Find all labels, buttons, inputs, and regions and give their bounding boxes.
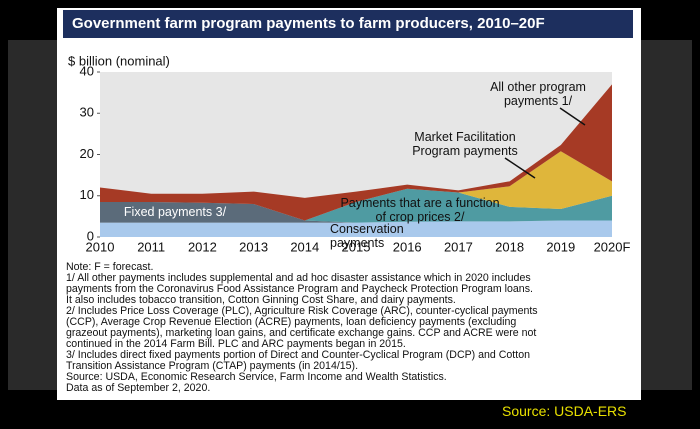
note-line: Transition Assistance Program (CTAP) pay… (66, 360, 359, 372)
x-tick-label: 2012 (188, 239, 217, 254)
x-tick-label: 2019 (546, 239, 575, 254)
source: Source: USDA-ERS (502, 403, 627, 419)
note-line: continued in the 2014 Farm Bill. PLC and… (66, 338, 406, 350)
x-tick-label: 2014 (290, 239, 319, 254)
note-line: Source: USDA, Economic Research Service,… (66, 371, 447, 383)
area (100, 201, 612, 223)
note-line: grazeout payments), marketing loan gains… (66, 327, 537, 339)
x-tick-label: 2020F (594, 239, 631, 254)
area (100, 151, 612, 221)
x-tick-label: 2015 (342, 239, 371, 254)
x-tick-label: 2013 (239, 239, 268, 254)
chart-title: Government farm program payments to farm… (72, 15, 545, 32)
note-line: It also includes tobacco transition, Cot… (66, 294, 456, 306)
y-tick-label: 0 (87, 228, 94, 243)
note-line: 1/ All other payments includes supplemen… (66, 272, 531, 284)
note-line: Data as of September 2, 2020. (66, 382, 211, 394)
x-tick-label: 2011 (137, 239, 165, 254)
x-tick-label: 2018 (495, 239, 524, 254)
note-line: payments from the Coronavirus Food Assis… (66, 283, 533, 295)
note-line: Note: F = forecast. (66, 261, 154, 273)
note-line: 2/ Includes Price Loss Coverage (PLC), A… (66, 305, 538, 317)
y-tick-label: 30 (80, 105, 94, 120)
note-line: (CCP), Average Crop Revenue Election (AC… (66, 316, 517, 328)
x-tick-label: 2010 (86, 239, 115, 254)
area (100, 188, 612, 223)
series-label: Payments that are a function of crop pri… (340, 196, 500, 224)
pointer-line (504, 157, 536, 179)
area (100, 84, 612, 221)
series-label: All other program payments 1/ (490, 80, 586, 108)
series-label: Market Facilitation Program payments (412, 130, 518, 158)
note-line: 3/ Includes direct fixed payments portio… (66, 349, 530, 361)
pointer-line (559, 107, 586, 126)
series-label: Conservation payments (330, 222, 404, 250)
y-axis-label: $ billion (nominal) (68, 53, 170, 68)
series-label: Fixed payments 3/ (123, 205, 227, 219)
area (100, 220, 612, 237)
x-tick-label: 2017 (444, 239, 473, 254)
y-tick-label: 40 (80, 63, 94, 78)
title-bar (63, 10, 633, 38)
y-tick-label: 20 (80, 146, 94, 161)
y-tick-label: 10 (80, 187, 94, 202)
x-tick-label: 2016 (393, 239, 422, 254)
notes: Note: F = forecast. 1/ All other payments… (66, 262, 538, 394)
